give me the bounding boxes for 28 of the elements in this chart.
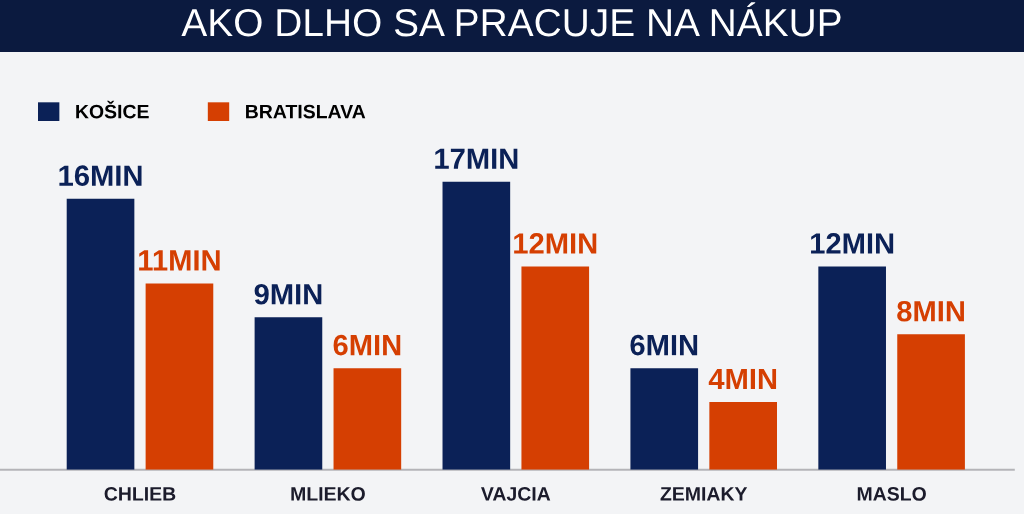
data-label: 12MIN <box>811 233 894 254</box>
x-tick-label: MASLO <box>857 486 926 501</box>
bar <box>442 181 511 470</box>
x-tick-label: VAJCIA <box>481 486 551 501</box>
data-label: 11MIN <box>139 250 220 271</box>
data-label: 9MIN <box>254 283 322 305</box>
bar <box>145 283 214 470</box>
x-tick-label: MLIEKO <box>291 486 365 501</box>
x-tick-label: ZEMIAKY <box>660 487 748 501</box>
bar <box>254 317 323 470</box>
data-label: 12MIN <box>514 233 597 254</box>
data-label: 16MIN <box>59 165 142 186</box>
bar <box>818 266 886 470</box>
bar <box>709 402 777 470</box>
data-label: 6MIN <box>333 334 401 356</box>
data-label: 8MIN <box>897 300 964 322</box>
x-tick-label: CHLIEB <box>104 486 176 501</box>
data-label: 6MIN <box>630 334 698 356</box>
data-label: 4MIN <box>708 368 777 390</box>
data-label: 17MIN <box>435 148 518 169</box>
bar <box>630 368 699 470</box>
bar <box>521 266 590 470</box>
bar <box>897 334 965 470</box>
chart-title: AKO DLHO SA PRACUJE NA NÁKUP <box>181 2 841 37</box>
legend-label: KOŠICE <box>76 100 149 119</box>
legend-label: BRATISLAVA <box>246 104 366 119</box>
bar <box>333 368 402 470</box>
bar <box>66 198 135 470</box>
